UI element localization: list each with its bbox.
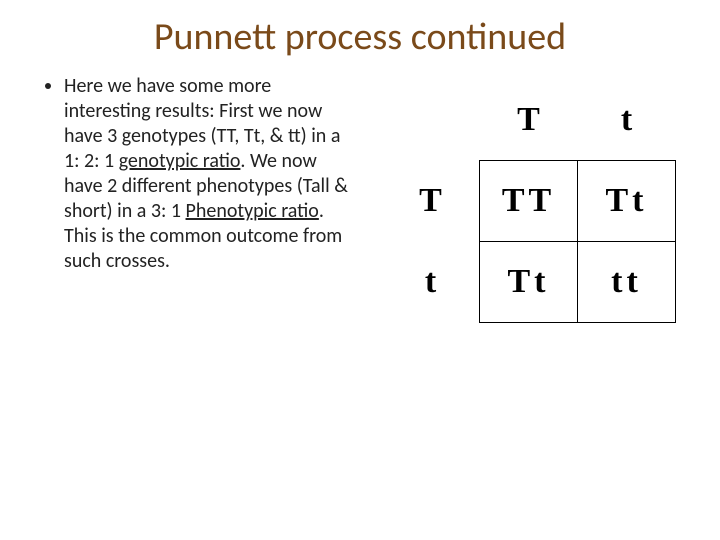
bullet-item: Here we have some more interesting resul… — [64, 74, 352, 274]
punnett-table: T t T TT Tt t Tt tt — [382, 80, 676, 323]
punnett-col-header-0: T — [480, 80, 578, 161]
genotypic-ratio-term: genotypic ratio — [119, 149, 241, 173]
content-row: Here we have some more interesting resul… — [0, 64, 720, 323]
phenotypic-ratio-term: Phenotypic ratio — [186, 199, 319, 223]
slide: Punnett process continued Here we have s… — [0, 0, 720, 540]
punnett-col-header-1: t — [578, 80, 676, 161]
punnett-cell-1-1: tt — [578, 242, 676, 323]
bullet-block: Here we have some more interesting resul… — [42, 74, 352, 323]
punnett-corner-empty — [382, 80, 480, 161]
punnett-cell-0-1: Tt — [578, 161, 676, 242]
slide-title: Punnett process continued — [0, 0, 720, 64]
punnett-square: T t T TT Tt t Tt tt — [352, 74, 698, 323]
punnett-cell-0-0: TT — [480, 161, 578, 242]
punnett-row-header-1: t — [382, 242, 480, 323]
punnett-row-header-0: T — [382, 161, 480, 242]
punnett-cell-1-0: Tt — [480, 242, 578, 323]
